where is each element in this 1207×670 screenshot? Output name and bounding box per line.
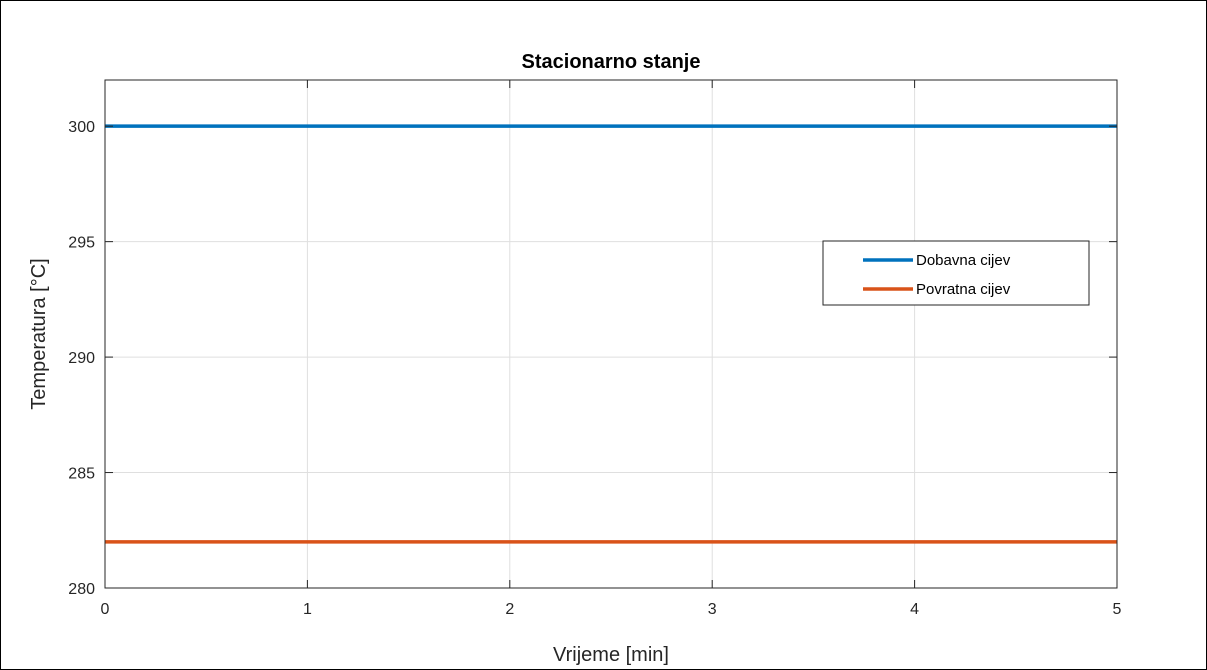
y-tick-label: 290 (68, 350, 95, 367)
axis-ticks: 0 1 2 3 4 5 280 285 290 295 300 (68, 80, 1122, 618)
chart-title: Stacionarno stanje (522, 51, 701, 73)
y-tick-label: 300 (68, 119, 95, 136)
x-tick-label: 1 (303, 601, 312, 618)
grid-lines (104, 80, 1118, 589)
x-tick-label: 4 (910, 601, 919, 618)
x-tick-label: 2 (505, 601, 514, 618)
y-tick-label: 285 (68, 466, 95, 483)
legend: Dobavna cijev Povratna cijev (822, 240, 1090, 306)
series-lines (105, 124, 1117, 544)
y-axis-label: Temperatura [°C] (28, 258, 50, 409)
x-tick-label: 5 (1113, 601, 1122, 618)
y-tick-label: 280 (68, 581, 95, 598)
x-tick-label: 0 (101, 601, 110, 618)
legend-box (822, 240, 1090, 306)
y-tick-label: 295 (68, 235, 95, 252)
x-axis-label: Vrijeme [min] (553, 644, 669, 666)
legend-label-2: Povratna cijev (916, 281, 1011, 298)
x-tick-label: 3 (708, 601, 717, 618)
legend-label-1: Dobavna cijev (916, 252, 1011, 269)
plot-area-border (104, 79, 1118, 589)
